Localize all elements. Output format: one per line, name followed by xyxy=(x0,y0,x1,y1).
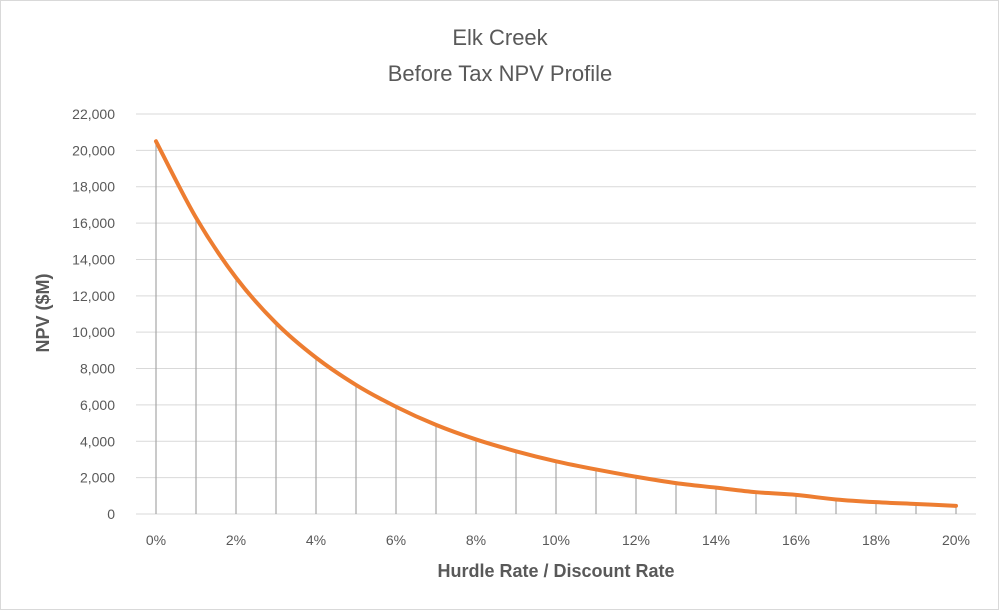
y-tick-label-6: 12,000 xyxy=(72,288,115,304)
y-tick-label-7: 14,000 xyxy=(72,251,115,267)
x-tick-label-0: 0% xyxy=(146,532,166,548)
y-tick-label-4: 8,000 xyxy=(80,361,115,377)
x-tick-label-9: 18% xyxy=(862,532,890,548)
x-tick-label-5: 10% xyxy=(542,532,570,548)
y-tick-label-0: 0 xyxy=(107,506,115,522)
y-tick-label-9: 18,000 xyxy=(72,179,115,195)
x-axis-title: Hurdle Rate / Discount Rate xyxy=(437,561,674,581)
series-group xyxy=(154,139,958,508)
y-tick-label-5: 10,000 xyxy=(72,324,115,340)
series-line-0 xyxy=(154,139,958,508)
y-tick-label-3: 6,000 xyxy=(80,397,115,413)
chart-title-line1: Elk Creek xyxy=(452,25,548,50)
y-axis-tick-labels: 0 2,000 4,000 6,000 8,000 10,000 12,000 14,000 1… xyxy=(72,106,115,522)
gridlines xyxy=(136,113,976,515)
x-tick-label-6: 12% xyxy=(622,532,650,548)
y-tick-label-2: 4,000 xyxy=(80,433,115,449)
x-axis-tick-labels: 0% 2% 4% 6% 8% 10% 12% 14% 16% 18% 20% xyxy=(146,532,970,548)
y-axis-title: NPV ($M) xyxy=(33,273,53,352)
x-tick-label-3: 6% xyxy=(386,532,406,548)
y-tick-label-11: 22,000 xyxy=(72,106,115,122)
drop-lines xyxy=(155,141,957,514)
x-tick-label-1: 2% xyxy=(226,532,246,548)
x-tick-label-8: 16% xyxy=(782,532,810,548)
y-tick-label-8: 16,000 xyxy=(72,215,115,231)
y-tick-label-1: 2,000 xyxy=(80,470,115,486)
y-tick-label-10: 20,000 xyxy=(72,142,115,158)
x-tick-label-4: 8% xyxy=(466,532,486,548)
x-tick-label-7: 14% xyxy=(702,532,730,548)
x-tick-label-10: 20% xyxy=(942,532,970,548)
x-tick-label-2: 4% xyxy=(306,532,326,548)
chart-title-line2: Before Tax NPV Profile xyxy=(388,61,613,86)
